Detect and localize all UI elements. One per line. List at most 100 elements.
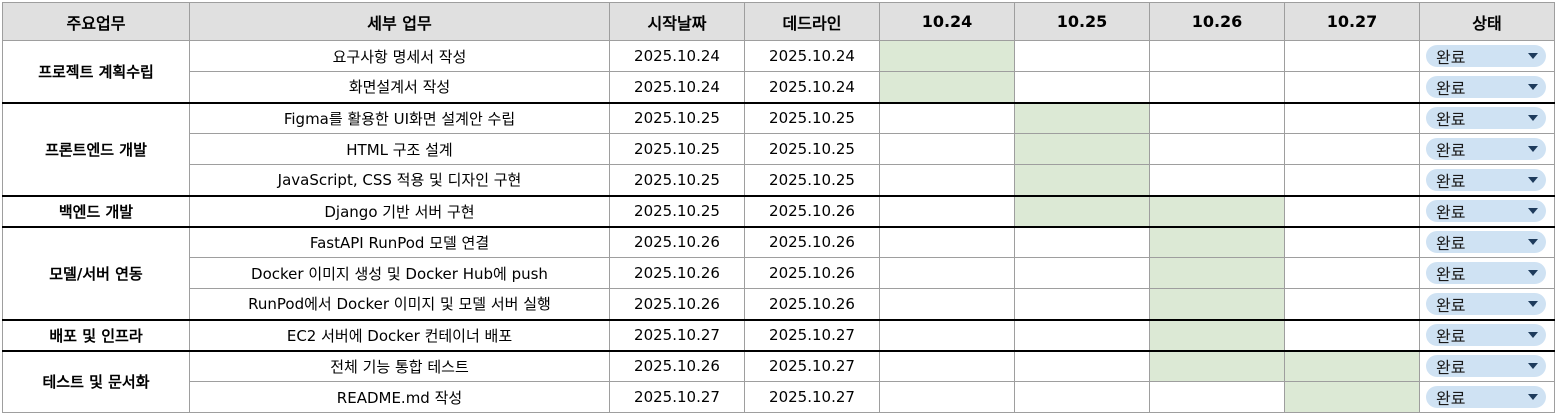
gantt-cell[interactable] <box>1014 349 1150 382</box>
gantt-cell[interactable] <box>1014 133 1150 165</box>
gantt-cell[interactable] <box>1014 318 1150 351</box>
gantt-cell[interactable] <box>1014 225 1150 258</box>
gantt-cell[interactable] <box>1284 40 1420 72</box>
header-day-1027[interactable]: 10.27 <box>1284 2 1420 41</box>
sub-task-cell[interactable]: JavaScript, CSS 적용 및 디자인 구현 <box>189 164 610 196</box>
status-dropdown[interactable]: 완료 <box>1426 107 1546 130</box>
dropdown-arrow-icon[interactable] <box>1528 146 1538 152</box>
start-date-cell[interactable]: 2025.10.26 <box>609 288 745 320</box>
dropdown-arrow-icon[interactable] <box>1528 239 1538 246</box>
status-dropdown[interactable]: 완료 <box>1426 45 1546 67</box>
gantt-cell[interactable] <box>1149 349 1285 382</box>
gantt-cell[interactable] <box>1284 71 1420 103</box>
sub-task-cell[interactable]: 전체 기능 통합 테스트 <box>189 349 610 382</box>
gantt-cell[interactable] <box>1149 101 1285 134</box>
start-date-cell[interactable]: 2025.10.27 <box>609 381 745 413</box>
header-start-date[interactable]: 시작날짜 <box>609 2 745 41</box>
deadline-cell[interactable]: 2025.10.24 <box>744 40 880 72</box>
gantt-cell[interactable] <box>1014 257 1150 289</box>
gantt-cell[interactable] <box>1284 318 1420 351</box>
gantt-cell[interactable] <box>1149 225 1285 258</box>
deadline-cell[interactable]: 2025.10.26 <box>744 225 880 258</box>
sub-task-cell[interactable]: Django 기반 서버 구현 <box>189 194 610 227</box>
sub-task-cell[interactable]: 요구사항 명세서 작성 <box>189 40 610 72</box>
header-status[interactable]: 상태 <box>1419 2 1555 41</box>
gantt-cell[interactable] <box>1284 164 1420 196</box>
dropdown-arrow-icon[interactable] <box>1528 270 1538 276</box>
gantt-cell[interactable] <box>879 40 1015 72</box>
deadline-cell[interactable]: 2025.10.27 <box>744 349 880 382</box>
gantt-cell[interactable] <box>879 288 1015 320</box>
gantt-cell[interactable] <box>1014 71 1150 103</box>
deadline-cell[interactable]: 2025.10.27 <box>744 318 880 351</box>
gantt-cell[interactable] <box>1149 133 1285 165</box>
gantt-cell[interactable] <box>1284 225 1420 258</box>
sub-task-cell[interactable]: 화면설계서 작성 <box>189 71 610 103</box>
start-date-cell[interactable]: 2025.10.24 <box>609 71 745 103</box>
gantt-cell[interactable] <box>1149 40 1285 72</box>
status-dropdown[interactable]: 완료 <box>1426 75 1546 98</box>
status-dropdown[interactable]: 완료 <box>1426 200 1546 222</box>
dropdown-arrow-icon[interactable] <box>1528 363 1538 370</box>
dropdown-arrow-icon[interactable] <box>1528 53 1538 59</box>
gantt-cell[interactable] <box>1149 164 1285 196</box>
header-day-1024[interactable]: 10.24 <box>879 2 1015 41</box>
status-dropdown[interactable]: 완료 <box>1426 386 1546 408</box>
gantt-cell[interactable] <box>879 318 1015 351</box>
status-dropdown[interactable]: 완료 <box>1426 324 1546 346</box>
gantt-cell[interactable] <box>1284 288 1420 320</box>
gantt-cell[interactable] <box>1284 381 1420 413</box>
gantt-cell[interactable] <box>1149 71 1285 103</box>
status-dropdown[interactable]: 완료 <box>1426 231 1546 254</box>
main-task-cell[interactable]: 모델/서버 연동 <box>2 225 190 320</box>
gantt-cell[interactable] <box>1284 133 1420 165</box>
sub-task-cell[interactable]: RunPod에서 Docker 이미지 및 모델 서버 실행 <box>189 288 610 320</box>
deadline-cell[interactable]: 2025.10.25 <box>744 101 880 134</box>
status-dropdown[interactable]: 완료 <box>1426 355 1546 378</box>
gantt-cell[interactable] <box>1014 101 1150 134</box>
main-task-cell[interactable]: 배포 및 인프라 <box>2 318 190 351</box>
start-date-cell[interactable]: 2025.10.25 <box>609 133 745 165</box>
dropdown-arrow-icon[interactable] <box>1528 300 1538 307</box>
header-day-1025[interactable]: 10.25 <box>1014 2 1150 41</box>
deadline-cell[interactable]: 2025.10.26 <box>744 194 880 227</box>
main-task-cell[interactable]: 프로젝트 계획수립 <box>2 40 190 103</box>
dropdown-arrow-icon[interactable] <box>1528 394 1538 400</box>
gantt-cell[interactable] <box>1014 40 1150 72</box>
gantt-cell[interactable] <box>879 349 1015 382</box>
sub-task-cell[interactable]: README.md 작성 <box>189 381 610 413</box>
dropdown-arrow-icon[interactable] <box>1528 176 1538 183</box>
deadline-cell[interactable]: 2025.10.25 <box>744 133 880 165</box>
gantt-cell[interactable] <box>879 133 1015 165</box>
start-date-cell[interactable]: 2025.10.25 <box>609 101 745 134</box>
gantt-cell[interactable] <box>879 101 1015 134</box>
main-task-cell[interactable]: 프론트엔드 개발 <box>2 101 190 196</box>
dropdown-arrow-icon[interactable] <box>1528 332 1538 338</box>
gantt-cell[interactable] <box>1149 257 1285 289</box>
dropdown-arrow-icon[interactable] <box>1528 115 1538 122</box>
status-dropdown[interactable]: 완료 <box>1426 262 1546 284</box>
gantt-cell[interactable] <box>879 381 1015 413</box>
header-main-task[interactable]: 주요업무 <box>2 2 190 41</box>
header-sub-task[interactable]: 세부 업무 <box>189 2 610 41</box>
start-date-cell[interactable]: 2025.10.25 <box>609 164 745 196</box>
sub-task-cell[interactable]: Docker 이미지 생성 및 Docker Hub에 push <box>189 257 610 289</box>
gantt-cell[interactable] <box>1284 101 1420 134</box>
status-dropdown[interactable]: 완료 <box>1426 292 1546 315</box>
gantt-cell[interactable] <box>1284 194 1420 227</box>
deadline-cell[interactable]: 2025.10.25 <box>744 164 880 196</box>
main-task-cell[interactable]: 백엔드 개발 <box>2 194 190 227</box>
deadline-cell[interactable]: 2025.10.27 <box>744 381 880 413</box>
status-dropdown[interactable]: 완료 <box>1426 168 1546 191</box>
gantt-cell[interactable] <box>1149 318 1285 351</box>
gantt-cell[interactable] <box>879 194 1015 227</box>
gantt-cell[interactable] <box>1014 164 1150 196</box>
gantt-cell[interactable] <box>1014 194 1150 227</box>
gantt-cell[interactable] <box>879 71 1015 103</box>
start-date-cell[interactable]: 2025.10.26 <box>609 257 745 289</box>
sub-task-cell[interactable]: Figma를 활용한 UI화면 설계안 수립 <box>189 101 610 134</box>
gantt-cell[interactable] <box>879 257 1015 289</box>
dropdown-arrow-icon[interactable] <box>1528 208 1538 214</box>
start-date-cell[interactable]: 2025.10.26 <box>609 349 745 382</box>
start-date-cell[interactable]: 2025.10.26 <box>609 225 745 258</box>
